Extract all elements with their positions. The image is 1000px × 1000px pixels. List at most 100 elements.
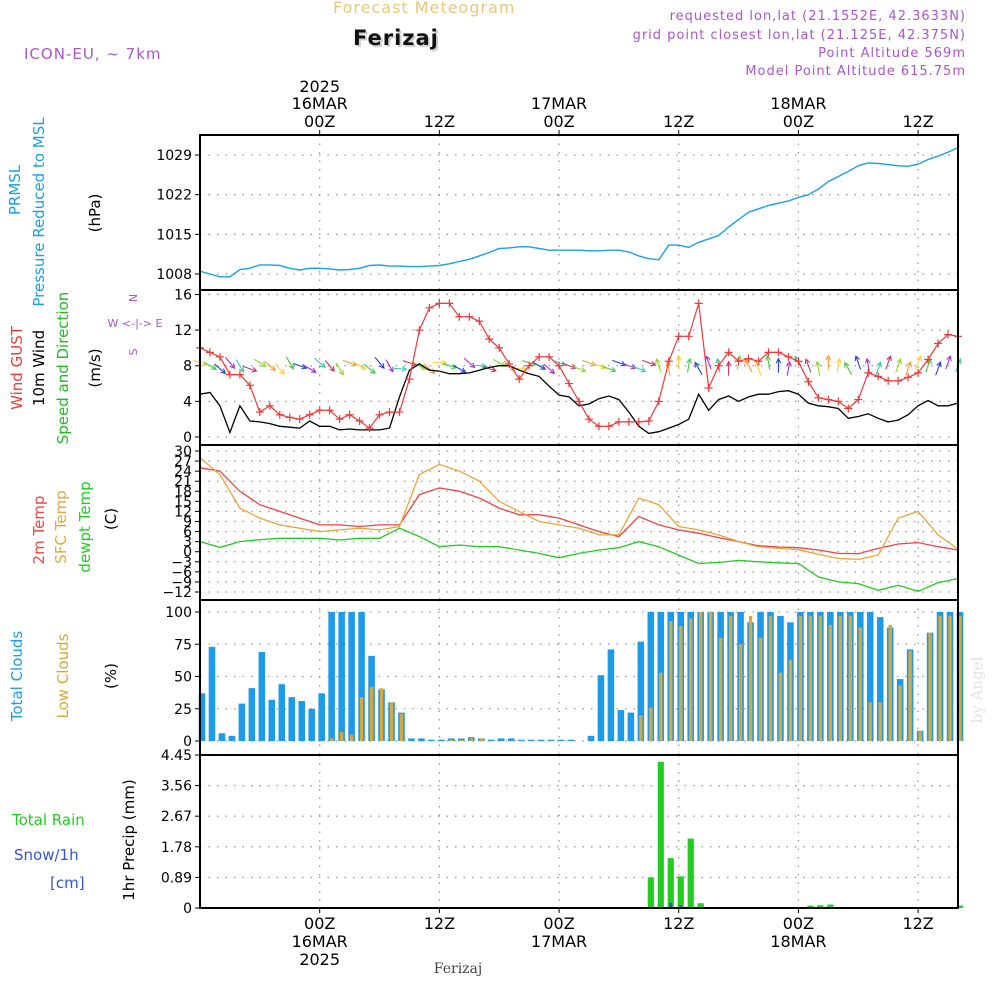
wind-arrow-head (620, 361, 627, 367)
wind-arrow (572, 365, 586, 372)
precip-label-rain: Total Rain (11, 811, 85, 829)
wind-arrow (686, 358, 691, 373)
gust-marker (594, 422, 603, 431)
wind-arrow (744, 359, 753, 373)
low-clouds-bar (938, 615, 942, 741)
wind-arrow (766, 355, 771, 370)
wind-arrow (385, 359, 394, 373)
wind-arrow-head (936, 361, 942, 368)
wind-arrow-head (694, 361, 700, 368)
total-clouds-bar (567, 739, 575, 741)
wind-ytick-label: 8 (183, 359, 192, 375)
wind-arrow-head (600, 364, 607, 370)
wind-arrow (582, 359, 596, 366)
wind-arrow (602, 365, 616, 372)
total-clouds-bar (876, 617, 884, 741)
low-clouds-bar (848, 615, 852, 741)
wind-arrow-head (360, 364, 367, 370)
low-clouds-bar (868, 702, 872, 741)
bottom-xtick-date: 18MAR (770, 932, 826, 951)
wind-arrow-head (825, 354, 832, 361)
wind-arrow-head (854, 355, 860, 362)
gust-marker (624, 417, 633, 426)
total-clouds-bar (318, 693, 325, 741)
wind-arrow-head (549, 368, 556, 375)
wind-arrow-head (570, 364, 577, 370)
gust-marker (305, 410, 314, 419)
low-clouds-bar (330, 738, 334, 741)
low-clouds-bar (798, 615, 803, 741)
gust-marker (495, 343, 504, 352)
total-clouds-bar (866, 612, 874, 741)
gust-marker (724, 348, 733, 357)
bottom-xtick-year: 2025 (299, 950, 340, 969)
wind-label-direction: Speed and Direction (54, 292, 72, 445)
gust-marker (465, 312, 474, 321)
wind-arrow-head (469, 362, 476, 369)
gust-marker (674, 332, 683, 341)
wind-arrow-head (211, 364, 218, 370)
total-clouds-bar (358, 612, 365, 741)
total-clouds-bar (238, 703, 246, 741)
wind-arrow (442, 363, 457, 369)
wind-ytick-label: 16 (174, 287, 192, 303)
bottom-xtick-date: 17MAR (531, 932, 587, 951)
gust-marker (435, 299, 444, 308)
wind-arrow-head (655, 358, 661, 365)
gust-marker (714, 361, 723, 370)
gust-marker (425, 303, 434, 312)
wind-arrow (463, 357, 475, 368)
wind-arrow-head (229, 363, 236, 369)
gust-marker (904, 373, 913, 382)
wind-arrow (253, 358, 267, 367)
temperature-ytick-label: −12 (162, 585, 192, 601)
model-label: ICON-EU, ~ 7km (24, 45, 162, 63)
wind-arrow-head (815, 360, 821, 367)
wind-frame (199, 289, 959, 446)
wind-arrow (225, 357, 235, 369)
location-title: Ferizaj (353, 26, 439, 50)
pressure-label-msl: Pressure Reduced to MSL (30, 117, 48, 307)
low-clouds-bar (449, 739, 453, 741)
forecast-title: Forecast Meteogram (333, 0, 516, 17)
top-xtick-date: 17MAR (531, 94, 587, 113)
pressure-ytick-label: 1008 (156, 267, 192, 283)
wind-arrow (342, 359, 357, 366)
total-clouds-bar (428, 739, 435, 741)
wind-arrow (885, 355, 892, 370)
wind-gust-line (199, 302, 959, 429)
clouds-ytick-label: 75 (174, 637, 192, 653)
wind-arrow (324, 360, 335, 372)
precip-frame (199, 754, 959, 909)
temperature-ytick-label: 18 (174, 484, 192, 500)
wind-arrow-head (775, 357, 782, 364)
top-xtick-hour: 12Z (902, 112, 933, 131)
total-clouds-bar (497, 738, 505, 741)
wind-arrow (592, 362, 606, 369)
clouds-ytick-label: 0 (183, 734, 192, 750)
low-clouds-bar (639, 715, 643, 741)
wind-arrow (945, 355, 951, 370)
gust-marker (365, 424, 374, 433)
wind-arrow (786, 361, 791, 376)
precip-ytick-label: 0 (183, 901, 192, 917)
gust-marker (614, 417, 623, 426)
temperature-ytick-label: 24 (174, 464, 192, 480)
temp-sfc-line (199, 457, 959, 561)
low-clouds-bar (788, 659, 793, 741)
top-xtick-hour: 00Z (304, 112, 335, 131)
wind-arrow (492, 358, 506, 367)
wind-arrow (482, 366, 497, 372)
low-clouds-bar (659, 672, 663, 741)
gust-marker (325, 406, 334, 415)
wind-arrow-head (310, 367, 317, 373)
wind-arrow (622, 362, 636, 369)
gust-marker (584, 415, 593, 424)
wind-arrow (413, 361, 426, 370)
bottom-xtick-date: 16MAR (292, 932, 348, 951)
gust-marker (285, 413, 294, 422)
gust-marker (265, 401, 274, 410)
low-clouds-bar (479, 738, 483, 741)
low-clouds-bar (349, 734, 354, 741)
